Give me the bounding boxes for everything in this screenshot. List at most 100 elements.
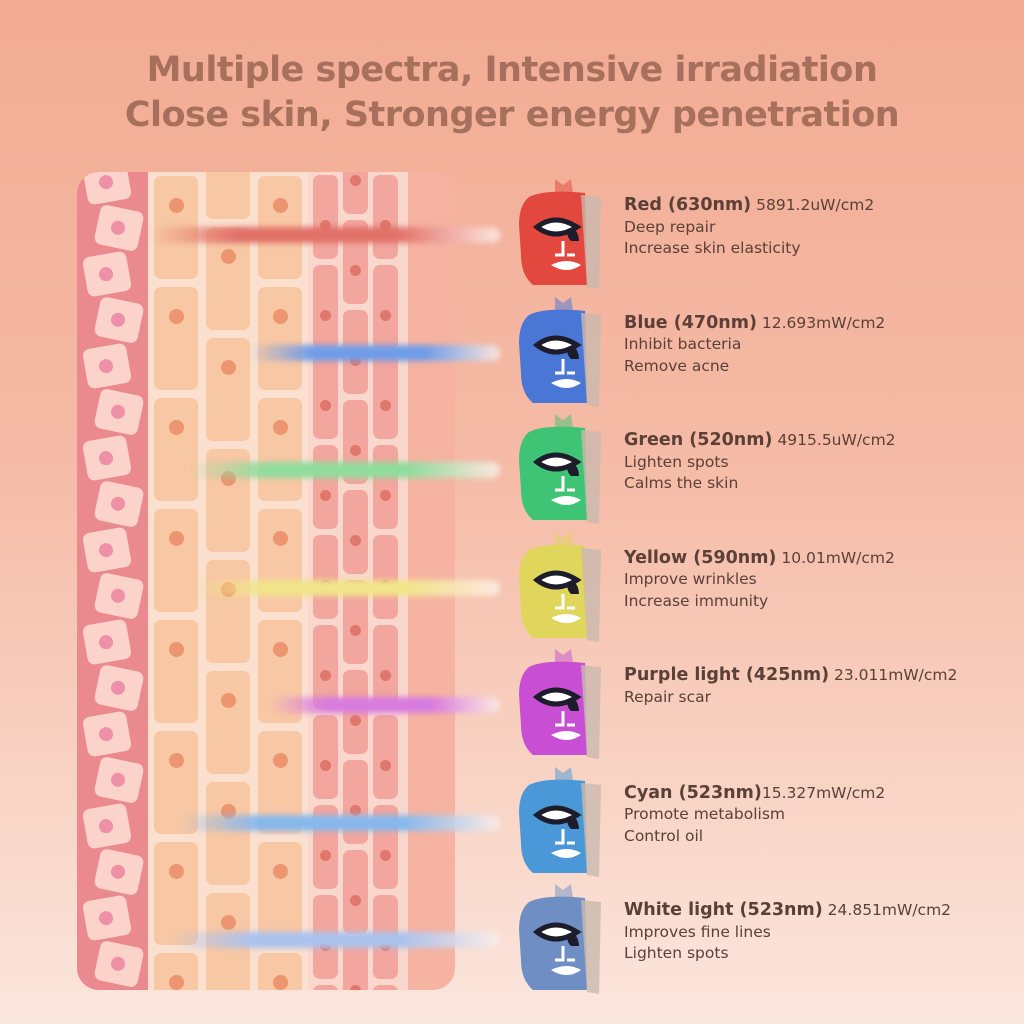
vessel-cell: [313, 175, 338, 259]
cell-nucleus: [169, 864, 184, 879]
led-mask-icon: [519, 296, 601, 407]
vessel-cell: [343, 490, 368, 574]
led-mask-icon: [519, 884, 601, 994]
spectrum-power: 4915.5uW/cm2: [772, 431, 896, 449]
skin-cell: [81, 710, 133, 758]
spectrum-name: White light (523nm): [624, 900, 823, 920]
spectrum-benefit: Improves fine lines: [624, 922, 771, 941]
cell-nucleus: [109, 587, 127, 605]
cell-nucleus: [169, 975, 184, 990]
vessel-cell: [313, 535, 338, 619]
spectrum-benefit: Increase immunity: [624, 591, 769, 610]
cell-nucleus: [350, 805, 361, 816]
cell-nucleus: [169, 420, 184, 435]
vessel-cell: [313, 445, 338, 529]
skin-cell: [81, 434, 133, 482]
dermis-cell: [258, 287, 302, 390]
spectrum-benefit: Lighten spots: [624, 944, 729, 962]
skin-cell: [81, 802, 133, 850]
cell-nucleus: [221, 360, 236, 375]
cell-nucleus: [380, 850, 391, 861]
dermis-cell: [154, 842, 198, 945]
led-mask-icon: [519, 766, 601, 877]
cell-nucleus: [97, 542, 115, 559]
light-beam-4: [270, 697, 500, 713]
vessel-cell: [373, 535, 398, 619]
spectrum-name: Purple light (425nm): [624, 665, 830, 685]
cell-nucleus: [273, 975, 288, 990]
vessel-cell: [313, 985, 338, 990]
cell-nucleus: [380, 220, 391, 231]
cell-nucleus: [273, 309, 288, 324]
cell-nucleus: [320, 670, 331, 681]
led-mask-icon: [519, 531, 601, 642]
cell-nucleus: [320, 310, 331, 321]
spectrum-power: 23.011mW/cm2: [829, 666, 958, 684]
vessel-cell: [343, 172, 368, 214]
dermis-cell: [258, 509, 302, 612]
spectrum-name: Yellow (590nm): [624, 547, 777, 568]
cell-nucleus: [350, 715, 361, 726]
cell-nucleus: [350, 355, 361, 366]
cell-nucleus: [320, 400, 331, 411]
light-beam-2: [190, 462, 500, 478]
headline-line-1: Multiple spectra, Intensive irradiation: [146, 50, 878, 90]
vessel-cell: [313, 715, 338, 799]
cell-nucleus: [380, 670, 391, 681]
vessel-cell: [373, 265, 398, 349]
vessel-cell: [373, 175, 398, 259]
cell-nucleus: [273, 531, 288, 546]
cell-nucleus: [320, 760, 331, 771]
cell-nucleus: [320, 490, 331, 501]
cell-nucleus: [273, 420, 288, 435]
cell-nucleus: [169, 309, 184, 324]
skin-cell: [81, 342, 133, 390]
cell-nucleus: [97, 450, 115, 467]
cell-nucleus: [109, 771, 127, 789]
spectrum-power: 15.327mW/cm2: [761, 783, 886, 802]
dermis-cell: [258, 842, 302, 945]
cell-nucleus: [350, 175, 361, 186]
led-mask-icon: [519, 649, 601, 759]
skin-cell: [81, 526, 133, 574]
vessel-cell: [343, 940, 368, 990]
cell-nucleus: [97, 818, 115, 835]
spectrum-benefit: Inhibit bacteria: [624, 335, 742, 353]
cell-nucleus: [97, 266, 115, 283]
spectrum-item: Red (630nm) 5891.2uW/cm2 Deep repair Incr…: [515, 175, 995, 295]
spectrum-item: Cyan (523nm)15.327mW/cm2 Promote metabol…: [515, 763, 995, 883]
cell-nucleus: [380, 490, 391, 501]
cell-nucleus: [350, 625, 361, 636]
headline-line-2: Close skin, Stronger energy penetration: [124, 95, 900, 135]
cell-nucleus: [350, 895, 361, 906]
cell-nucleus: [109, 495, 127, 513]
vessel-cell: [313, 625, 338, 709]
cell-nucleus: [221, 249, 236, 264]
cell-nucleus: [169, 531, 184, 546]
spectrum-benefit: Lighten spots: [624, 452, 729, 471]
spectrum-item: White light (523nm) 24.851mW/cm2 Improve…: [515, 880, 995, 1000]
dermis-cell: [206, 671, 250, 774]
dermis-cell: [258, 398, 302, 501]
cell-nucleus: [380, 400, 391, 411]
cell-nucleus: [97, 726, 115, 743]
spectrum-benefit: Control oil: [624, 826, 704, 845]
spectrum-name: Green (520nm): [624, 430, 773, 450]
light-beam-5: [180, 814, 500, 831]
cell-nucleus: [320, 850, 331, 861]
spectrum-item: Green (520nm) 4915.5uW/cm2 Lighten spots…: [515, 410, 995, 530]
light-beam-6: [170, 932, 500, 948]
vessel-cell: [373, 985, 398, 990]
vessel-cell: [313, 355, 338, 439]
cell-nucleus: [273, 864, 288, 879]
cell-nucleus: [109, 679, 127, 697]
skin-cell: [81, 894, 133, 942]
spectrum-benefit: Deep repair: [624, 217, 716, 236]
cell-nucleus: [221, 915, 236, 930]
dermis-cell: [154, 398, 198, 501]
vessel-cell: [343, 760, 368, 844]
cell-nucleus: [350, 535, 361, 546]
vessel-cell: [373, 445, 398, 529]
spectrum-item: Blue (470nm) 12.693mW/cm2 Inhibit bacter…: [515, 293, 995, 413]
cell-nucleus: [109, 219, 127, 237]
